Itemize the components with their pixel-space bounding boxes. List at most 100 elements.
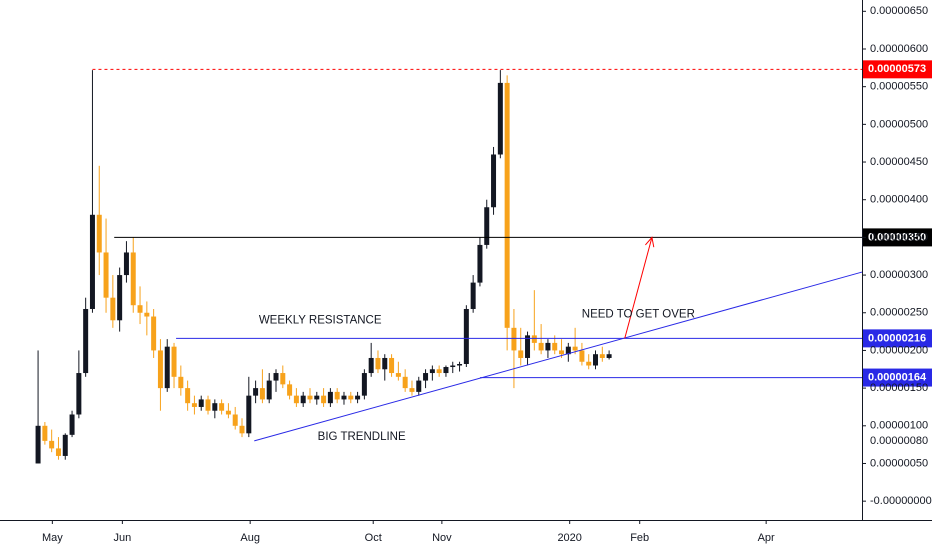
x-tick-label: Oct — [365, 532, 382, 544]
candle-body — [266, 380, 272, 400]
candle-body — [334, 391, 340, 400]
y-tick-label: 0.00000500 — [870, 118, 928, 130]
level-label-box — [863, 368, 932, 387]
candle-body — [382, 357, 388, 370]
candle-body — [137, 305, 143, 313]
candle-body — [361, 373, 367, 396]
candle-body — [443, 367, 449, 374]
candle-body — [559, 350, 565, 355]
y-tick-label: 0.00000350 — [870, 231, 928, 243]
candle-body — [49, 440, 55, 449]
candle-body — [83, 308, 89, 374]
y-tick-label: 0.00000650 — [870, 5, 928, 17]
candle-body — [103, 252, 109, 298]
candle-body — [212, 403, 218, 411]
candle-body — [348, 395, 354, 400]
candle-body — [89, 214, 95, 309]
candle-body — [76, 373, 82, 415]
overlay: 0.00000573 0.00000350 0.00000216 0.00000164… — [92, 60, 932, 449]
candle-body — [327, 391, 333, 404]
candle-body — [185, 388, 191, 404]
y-tick-label: 0.00000400 — [870, 194, 928, 206]
annotation: BIG TRENDLINE — [318, 431, 406, 443]
candle-body — [62, 434, 68, 456]
candle-body — [219, 403, 225, 411]
candle-body — [69, 414, 75, 435]
plot-area — [35, 70, 612, 464]
level-label-box — [863, 60, 932, 79]
x-tick-label: Jun — [113, 532, 131, 544]
candle-body — [450, 365, 456, 368]
candle-body — [96, 214, 102, 253]
candle-body — [368, 357, 374, 374]
candle-body — [484, 207, 490, 245]
candle-body — [491, 154, 497, 208]
candle-body — [164, 346, 170, 389]
candle-body — [55, 448, 61, 456]
candle-body — [470, 282, 476, 309]
candle-body — [511, 327, 517, 351]
candle-body — [552, 342, 558, 351]
level-label-box — [863, 228, 932, 247]
candle-body — [171, 346, 177, 377]
trendline-label-box — [863, 432, 932, 449]
candle-body — [144, 312, 150, 317]
candle-body — [375, 357, 381, 370]
candle-body — [525, 335, 531, 358]
candle-body — [300, 395, 306, 404]
candle-body — [246, 395, 252, 434]
candle-body — [409, 388, 415, 392]
candle-body — [402, 376, 408, 389]
candle-body — [565, 346, 571, 355]
candle-body — [545, 342, 551, 351]
candle-body — [225, 410, 231, 415]
candle-body — [293, 395, 299, 404]
y-tick-label: 0.00000100 — [870, 420, 928, 432]
candle-body — [341, 395, 347, 400]
y-tick-label: 0.00000250 — [870, 307, 928, 319]
candle-body — [586, 361, 592, 366]
candle-body — [477, 244, 483, 283]
candle-body — [198, 399, 204, 407]
x-tick-label: Aug — [240, 532, 260, 544]
candle-body — [307, 395, 313, 400]
candle-body — [151, 316, 157, 351]
x-tick-label: Nov — [432, 532, 452, 544]
candle-body — [497, 82, 503, 155]
candle-body — [232, 414, 238, 426]
y-tick-label: 0.00000300 — [870, 269, 928, 281]
arrow-shaft — [624, 237, 653, 339]
candle-body — [518, 350, 524, 358]
candle-body — [416, 380, 422, 392]
candle-body — [579, 350, 585, 362]
level-label: 0.00000216 — [868, 332, 926, 344]
candle-body — [123, 252, 129, 276]
candle-body — [606, 354, 612, 358]
x-tick-label: May — [42, 532, 63, 544]
candle-body — [35, 425, 41, 464]
y-tick-label: 0.00000600 — [870, 43, 928, 55]
annotation: NEED TO GET OVER — [582, 308, 695, 320]
x-tick-label: Apr — [758, 532, 775, 544]
y-tick-label: 0.00000450 — [870, 156, 928, 168]
candle-body — [355, 395, 361, 400]
y-tick-label: 0.00000050 — [870, 457, 928, 469]
candle-body — [389, 357, 395, 374]
candle-body — [42, 425, 48, 441]
candle-body — [239, 425, 245, 434]
candle-body — [191, 403, 197, 407]
candle-body — [178, 376, 184, 389]
candle-body — [463, 308, 469, 364]
candle-body — [130, 252, 136, 306]
candle-body — [280, 373, 286, 385]
arrow-head — [645, 236, 655, 248]
y-tick-label: 0.00000550 — [870, 81, 928, 93]
candle-body — [205, 399, 211, 411]
candle-body — [538, 342, 544, 351]
level-label: 0.00000350 — [868, 231, 926, 243]
candle-body — [423, 373, 429, 381]
level-label: 0.00000573 — [868, 63, 926, 75]
x-tick-label: Feb — [630, 532, 649, 544]
